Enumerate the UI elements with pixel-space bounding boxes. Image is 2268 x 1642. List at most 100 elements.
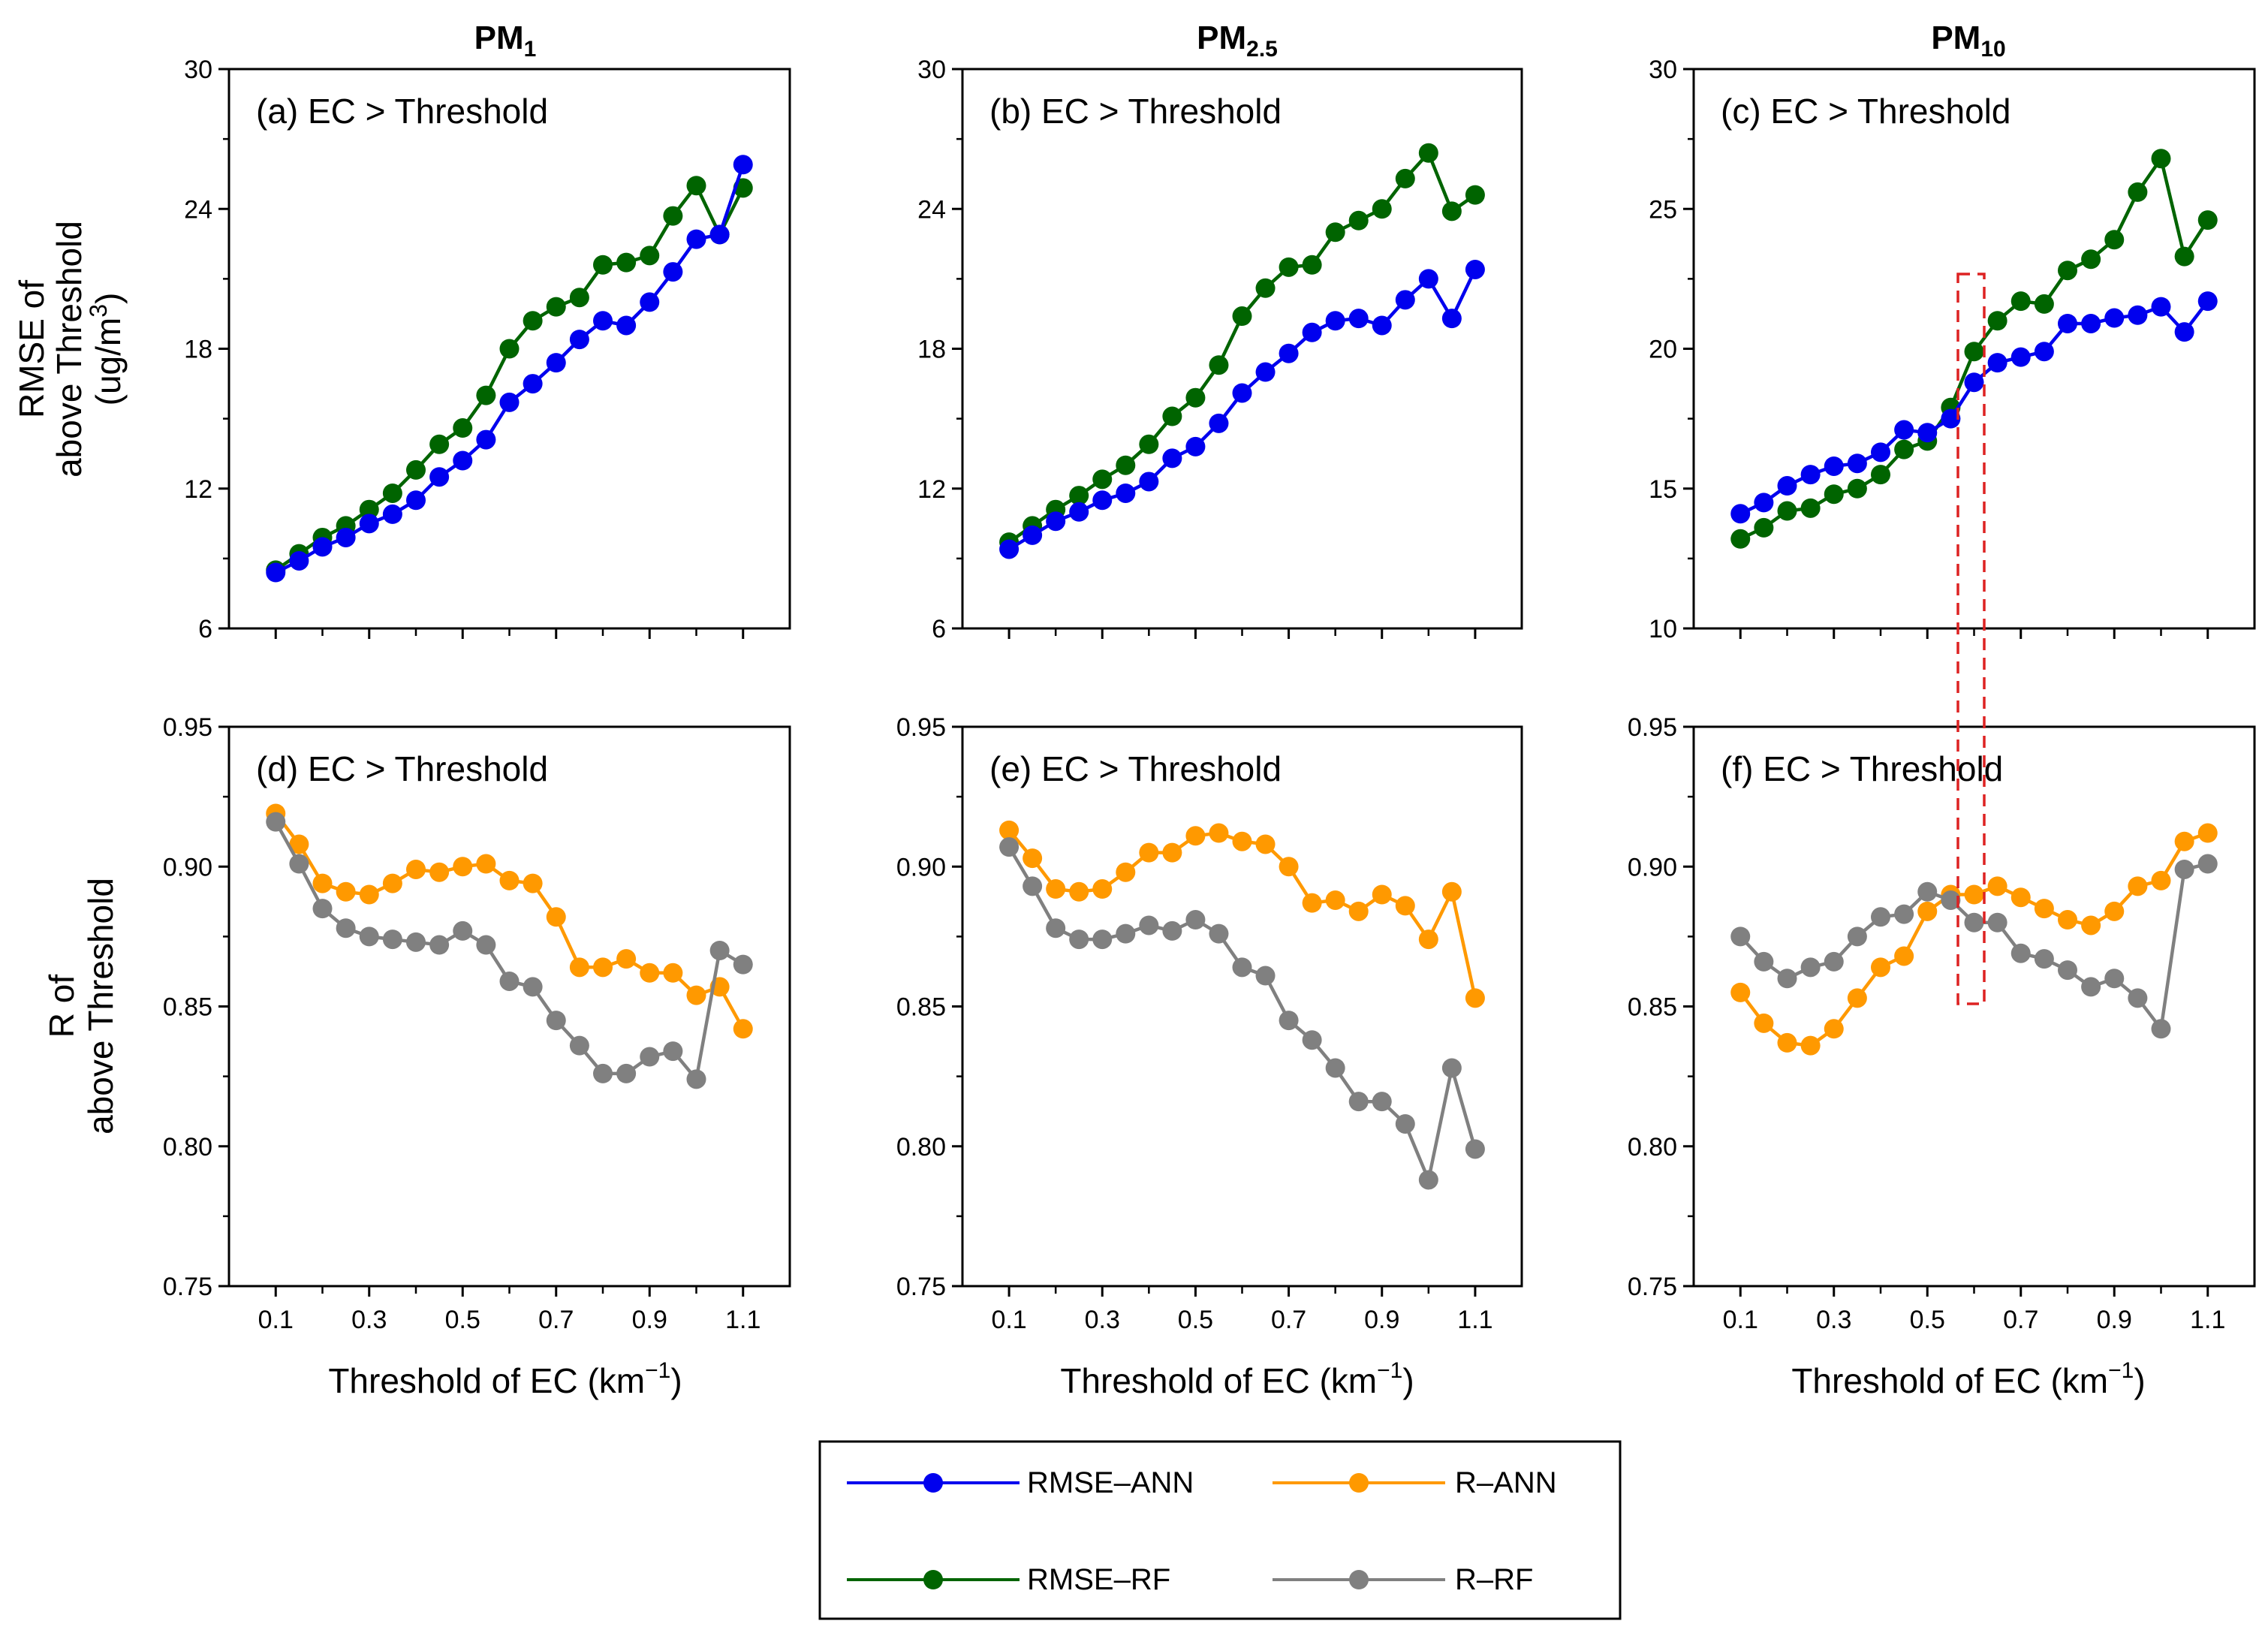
rmse-y-label-line3: (ug/m3) <box>85 293 128 406</box>
data-point <box>1209 413 1229 433</box>
data-point <box>1894 946 1914 966</box>
data-point <box>1372 315 1392 336</box>
data-point <box>1116 455 1136 475</box>
data-point <box>406 490 426 511</box>
data-point <box>1987 311 2007 331</box>
data-point <box>359 926 379 947</box>
data-point <box>1185 910 1206 930</box>
series-rmse-rf <box>1730 149 2218 549</box>
data-point <box>2128 988 2148 1008</box>
data-point <box>1465 259 1485 279</box>
data-point <box>2010 291 2031 312</box>
data-point <box>1372 199 1392 219</box>
rmse-y-axis-label: RMSE of above Threshold (ug/m3) <box>12 221 128 478</box>
data-point <box>453 920 473 941</box>
data-point <box>2081 915 2101 935</box>
y-tick-label: 10 <box>1649 615 1677 643</box>
data-point <box>1185 826 1206 846</box>
data-point <box>266 812 286 832</box>
data-point <box>1046 918 1066 939</box>
data-point <box>1395 896 1415 916</box>
data-point <box>2104 901 2125 921</box>
svg-text:RMSE–ANN: RMSE–ANN <box>1027 1466 1194 1499</box>
panel-label: (f) EC > Threshold <box>1721 749 2003 788</box>
data-point <box>1185 387 1206 408</box>
data-point <box>382 873 402 893</box>
data-point <box>1987 876 2007 896</box>
data-point <box>429 862 450 882</box>
data-point <box>2034 342 2054 362</box>
data-point <box>2128 876 2148 896</box>
data-point <box>1987 353 2007 373</box>
data-point <box>569 330 589 350</box>
data-point <box>1824 456 1844 476</box>
plot-frame <box>961 725 1523 1288</box>
data-point <box>1465 988 1485 1008</box>
data-point <box>1232 957 1252 978</box>
data-point <box>1069 929 1089 950</box>
series-rmse-rf <box>266 176 753 580</box>
data-point <box>2151 297 2171 317</box>
y-tick-label: 0.95 <box>163 713 212 742</box>
data-point <box>1917 901 1938 921</box>
legend: RMSE–ANN RMSE–RF R–ANN R–RF <box>818 1440 1622 1620</box>
data-point <box>1092 929 1113 950</box>
data-point <box>663 206 683 226</box>
data-point <box>359 514 379 534</box>
data-point <box>1162 842 1182 863</box>
data-point <box>2174 831 2194 851</box>
data-point <box>1348 210 1369 230</box>
data-point <box>382 929 402 950</box>
legend-frame <box>818 1440 1622 1620</box>
panel-label: (e) EC > Threshold <box>989 749 1282 788</box>
data-point <box>289 550 309 571</box>
data-point <box>1279 343 1299 363</box>
x-tick-label: 0.1 <box>991 1306 1026 1334</box>
data-point <box>2151 149 2171 169</box>
svg-text:R–RF: R–RF <box>1455 1563 1533 1596</box>
series-r-rf <box>1730 854 2218 1039</box>
data-point <box>2034 949 2054 969</box>
svg-text:R–ANN: R–ANN <box>1455 1466 1557 1499</box>
legend-entry-r-rf: R–RF <box>1273 1563 1533 1596</box>
legend-entry-r-ann: R–ANN <box>1273 1466 1557 1499</box>
data-point <box>1162 448 1182 468</box>
data-point <box>2174 246 2194 267</box>
data-point <box>2081 977 2101 997</box>
data-point <box>523 374 543 394</box>
data-point <box>2104 308 2125 328</box>
data-point <box>593 255 613 275</box>
data-point <box>1777 1032 1797 1053</box>
data-point <box>2128 182 2148 202</box>
data-point <box>2058 313 2077 333</box>
data-point <box>382 483 402 503</box>
data-point <box>1395 1113 1415 1134</box>
data-point <box>2197 291 2218 312</box>
series-line <box>275 164 745 574</box>
data-point <box>1325 311 1345 331</box>
data-point <box>1116 483 1136 503</box>
data-point <box>2058 910 2077 930</box>
legend-entry-rmse-rf: RMSE–RF <box>847 1563 1170 1596</box>
data-point <box>1116 862 1136 882</box>
series-line <box>274 821 744 1081</box>
data-point <box>1302 255 1322 275</box>
data-point <box>686 1069 706 1089</box>
y-tick-label: 18 <box>917 336 946 364</box>
y-tick-label: 25 <box>1649 195 1677 224</box>
data-point <box>1824 484 1844 505</box>
data-point <box>453 857 473 877</box>
panel-c-rmse-pm10: 10 15 20 25 30 (c) EC > Threshold <box>1649 56 2256 643</box>
data-point <box>2197 823 2218 843</box>
data-point <box>1941 890 1961 910</box>
data-point <box>1964 342 1984 362</box>
data-point <box>733 1019 753 1039</box>
x-axis-label-col3: Threshold of EC (km−1) <box>1791 1358 2145 1400</box>
data-point <box>593 311 613 331</box>
data-point <box>1800 465 1821 485</box>
data-point <box>1232 831 1252 851</box>
data-point <box>546 907 566 927</box>
data-point <box>1894 420 1914 440</box>
data-point <box>1023 876 1043 896</box>
